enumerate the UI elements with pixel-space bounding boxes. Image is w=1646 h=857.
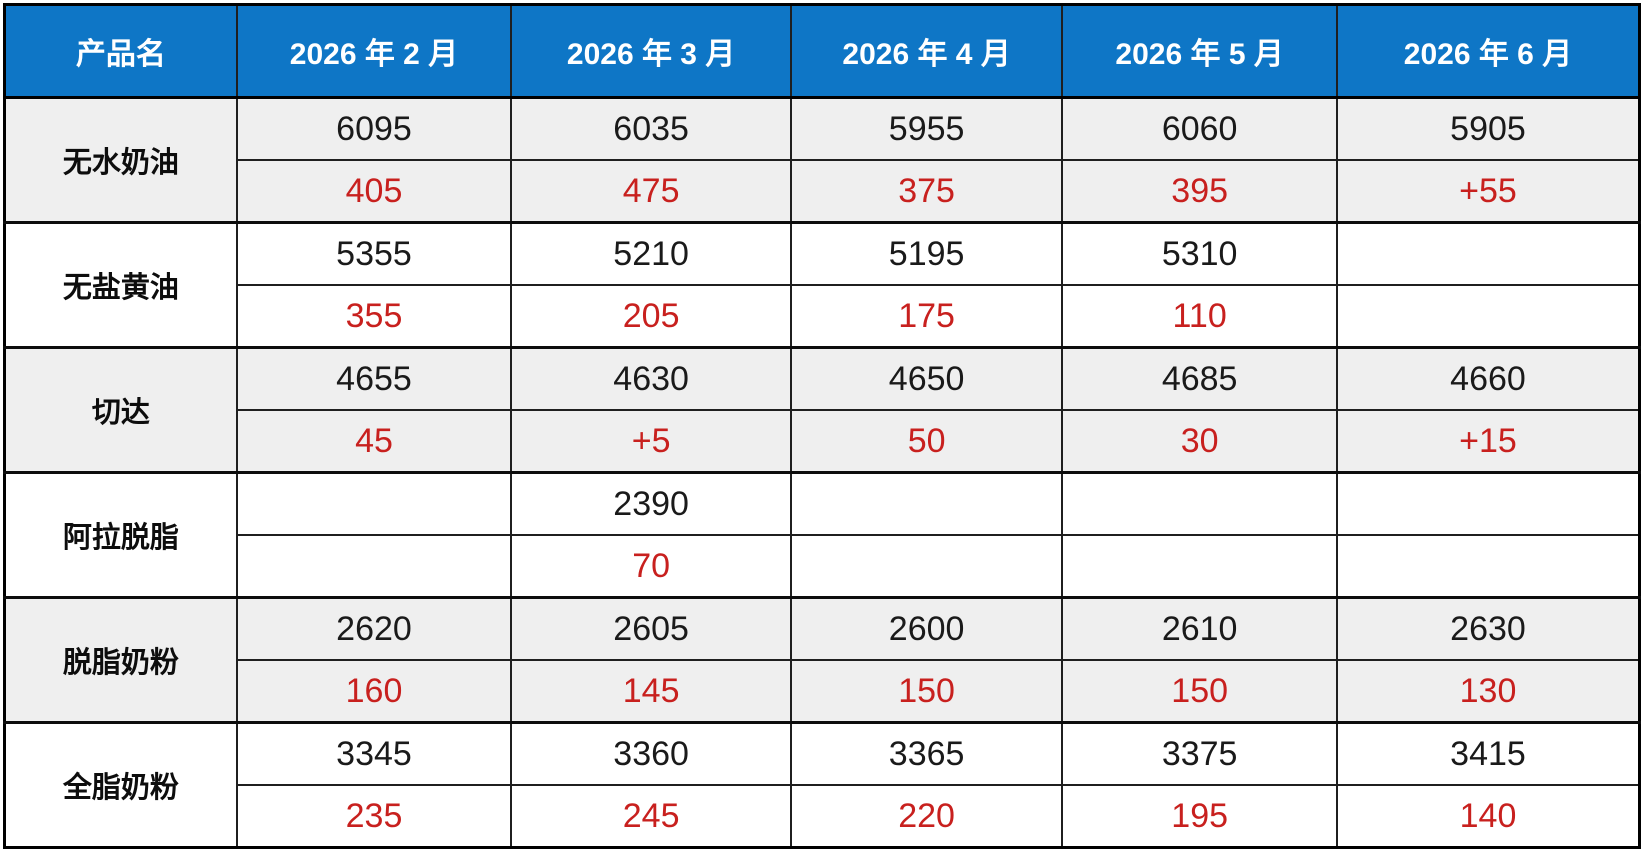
change-cell: +15 (1335, 409, 1641, 474)
change-cell (1335, 534, 1641, 599)
table-row: 235 245 220 195 140 (5, 784, 1641, 849)
header-month-2026-02: 2026 年 2 月 (235, 3, 513, 99)
price-cell: 2605 (510, 596, 792, 661)
price-cell: 3360 (510, 721, 792, 786)
product-name-cell: 全脂奶粉 (3, 721, 238, 849)
change-cell (1335, 284, 1641, 349)
change-cell: 70 (510, 534, 792, 599)
change-cell: 140 (1335, 784, 1641, 849)
table-header-row: 产品名 2026 年 2 月 2026 年 3 月 2026 年 4 月 202… (3, 3, 1641, 99)
table-row: 脱脂奶粉 2620 2605 2600 2610 2630 (3, 596, 1641, 724)
change-cell: 195 (1061, 784, 1338, 849)
table-row: 阿拉脱脂 2390 (3, 471, 1641, 599)
price-cell: 6095 (235, 96, 513, 161)
price-cell: 3365 (789, 721, 1064, 786)
change-cell: 355 (235, 284, 513, 349)
change-cell: 235 (235, 784, 513, 849)
price-cell: 5355 (235, 221, 513, 286)
price-cell: 2630 (1335, 596, 1641, 661)
price-cell: 4660 (1335, 346, 1641, 411)
price-cell: 6035 (510, 96, 792, 161)
change-cell (235, 534, 513, 599)
product-name-cell: 切达 (3, 346, 238, 474)
table-row: 160 145 150 150 130 (5, 659, 1641, 724)
price-cell: 5210 (510, 221, 792, 286)
table-row: 45 +5 50 30 +15 (5, 409, 1641, 474)
price-cell: 6060 (1061, 96, 1338, 161)
header-month-2026-05: 2026 年 5 月 (1061, 3, 1338, 99)
price-cell: 2620 (235, 596, 513, 661)
price-cell: 5310 (1061, 221, 1338, 286)
table-row: 无水奶油 6095 6035 5955 6060 5905 (3, 96, 1641, 224)
table-row: 70 (5, 534, 1641, 599)
change-cell: 130 (1335, 659, 1641, 724)
change-cell: 405 (235, 159, 513, 224)
change-cell: +5 (510, 409, 792, 474)
price-cell: 3345 (235, 721, 513, 786)
change-cell: 150 (1061, 659, 1338, 724)
change-cell: 110 (1061, 284, 1338, 349)
change-cell: 160 (235, 659, 513, 724)
product-name-cell: 无盐黄油 (3, 221, 238, 349)
change-cell: +55 (1335, 159, 1641, 224)
price-cell (1335, 471, 1641, 536)
change-cell: 205 (510, 284, 792, 349)
product-name-cell: 无水奶油 (3, 96, 238, 224)
change-cell: 375 (789, 159, 1064, 224)
price-cell: 4630 (510, 346, 792, 411)
price-cell: 5195 (789, 221, 1064, 286)
table-row: 全脂奶粉 3345 3360 3365 3375 3415 (3, 721, 1641, 849)
price-cell (789, 471, 1064, 536)
price-cell (1335, 221, 1641, 286)
change-cell: 150 (789, 659, 1064, 724)
header-month-2026-06: 2026 年 6 月 (1335, 3, 1641, 99)
price-cell (1061, 471, 1338, 536)
change-cell: 220 (789, 784, 1064, 849)
change-cell: 245 (510, 784, 792, 849)
change-cell: 395 (1061, 159, 1338, 224)
price-cell: 4650 (789, 346, 1064, 411)
change-cell (789, 534, 1064, 599)
table-row: 无盐黄油 5355 5210 5195 5310 (3, 221, 1641, 349)
product-name-cell: 脱脂奶粉 (3, 596, 238, 724)
table-row: 切达 4655 4630 4650 4685 4660 (3, 346, 1641, 474)
change-cell (1061, 534, 1338, 599)
change-cell: 145 (510, 659, 792, 724)
header-product-name: 产品名 (3, 3, 238, 99)
price-cell: 5905 (1335, 96, 1641, 161)
table-row: 355 205 175 110 (5, 284, 1641, 349)
header-month-2026-04: 2026 年 4 月 (789, 3, 1064, 99)
change-cell: 175 (789, 284, 1064, 349)
change-cell: 50 (789, 409, 1064, 474)
price-cell: 2610 (1061, 596, 1338, 661)
price-cell: 5955 (789, 96, 1064, 161)
change-cell: 45 (235, 409, 513, 474)
price-cell: 4685 (1061, 346, 1338, 411)
price-cell: 2600 (789, 596, 1064, 661)
table-row: 405 475 375 395 +55 (5, 159, 1641, 224)
header-month-2026-03: 2026 年 3 月 (510, 3, 792, 99)
dairy-price-table: 产品名 2026 年 2 月 2026 年 3 月 2026 年 4 月 202… (3, 3, 1641, 849)
price-cell: 3415 (1335, 721, 1641, 786)
change-cell: 475 (510, 159, 792, 224)
price-cell (235, 471, 513, 536)
price-cell: 4655 (235, 346, 513, 411)
product-name-cell: 阿拉脱脂 (3, 471, 238, 599)
change-cell: 30 (1061, 409, 1338, 474)
price-cell: 3375 (1061, 721, 1338, 786)
price-cell: 2390 (510, 471, 792, 536)
